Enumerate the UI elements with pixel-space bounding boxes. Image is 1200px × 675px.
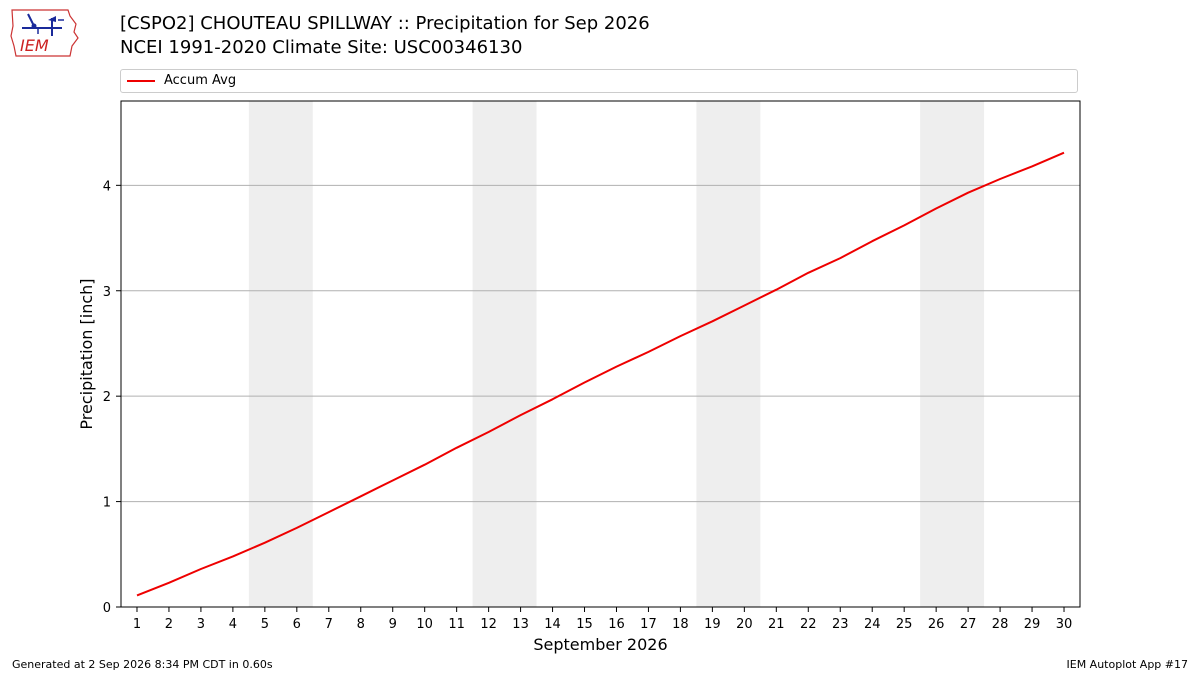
x-tick-label-2: 2 <box>165 617 173 632</box>
iem-iowa-logo-icon: IEM <box>10 9 79 57</box>
x-tick-label-16: 16 <box>608 617 625 632</box>
plot-frame <box>120 100 1081 608</box>
y-tick-label-4: 4 <box>103 179 111 194</box>
x-tick-label-1: 1 <box>133 617 141 632</box>
x-tick-label-20: 20 <box>736 617 753 632</box>
x-tick-label-25: 25 <box>896 617 913 632</box>
x-tick-label-10: 10 <box>416 617 433 632</box>
x-tick-label-29: 29 <box>1024 617 1041 632</box>
x-tick-label-9: 9 <box>389 617 397 632</box>
x-tick-label-11: 11 <box>448 617 465 632</box>
x-tick-label-7: 7 <box>325 617 333 632</box>
iem-logo: IEM <box>8 6 80 58</box>
x-tick-label-3: 3 <box>197 617 205 632</box>
y-axis-label: Precipitation [inch] <box>77 278 96 429</box>
x-tick-label-27: 27 <box>960 617 977 632</box>
chart-subtitle: NCEI 1991-2020 Climate Site: USC00346130 <box>120 37 523 58</box>
y-axis-ticks: 0 1 2 3 4 <box>103 179 121 616</box>
x-tick-label-28: 28 <box>992 617 1009 632</box>
gridlines <box>121 184 1080 503</box>
x-tick-label-26: 26 <box>928 617 945 632</box>
weekend-band-3 <box>696 101 761 607</box>
x-axis-label: September 2026 <box>533 635 667 654</box>
x-tick-label-12: 12 <box>480 617 497 632</box>
series-layer <box>136 151 1065 597</box>
weekend-band-1 <box>248 101 313 607</box>
x-tick-label-8: 8 <box>357 617 365 632</box>
x-tick-label-23: 23 <box>832 617 849 632</box>
y-tick-label-3: 3 <box>103 285 111 300</box>
x-tick-label-5: 5 <box>261 617 269 632</box>
generated-timestamp: Generated at 2 Sep 2026 8:34 PM CDT in 0… <box>12 658 273 671</box>
y-tick-label-0: 0 <box>103 601 111 616</box>
x-tick-label-18: 18 <box>672 617 689 632</box>
x-tick-label-19: 19 <box>704 617 721 632</box>
y-tick-label-2: 2 <box>103 390 111 405</box>
series-line-accum-avg <box>136 151 1065 597</box>
logo-text: IEM <box>20 36 49 55</box>
x-tick-label-6: 6 <box>293 617 301 632</box>
x-tick-label-4: 4 <box>229 617 237 632</box>
x-tick-label-21: 21 <box>768 617 785 632</box>
x-tick-label-24: 24 <box>864 617 881 632</box>
legend: Accum Avg <box>120 69 1078 93</box>
x-tick-label-17: 17 <box>640 617 657 632</box>
x-tick-label-13: 13 <box>512 617 529 632</box>
weekend-band-4 <box>920 101 985 607</box>
x-tick-label-14: 14 <box>544 617 561 632</box>
x-tick-label-15: 15 <box>576 617 593 632</box>
weekend-band-2 <box>472 101 537 607</box>
weekend-shading <box>248 101 985 607</box>
x-axis-ticks: 1 2 3 4 5 6 7 8 9 10 11 12 13 14 15 16 17 18 19 20 21 22 23 24 2… <box>133 607 1072 632</box>
chart-title: [CSPO2] CHOUTEAU SPILLWAY :: Precipitati… <box>120 13 650 34</box>
x-tick-label-30: 30 <box>1056 617 1073 632</box>
app-label: IEM Autoplot App #17 <box>1066 658 1189 671</box>
legend-label-accum-avg: Accum Avg <box>164 73 237 88</box>
legend-swatch-accum-avg <box>127 80 155 82</box>
y-tick-label-1: 1 <box>103 496 111 511</box>
x-tick-label-22: 22 <box>800 617 817 632</box>
